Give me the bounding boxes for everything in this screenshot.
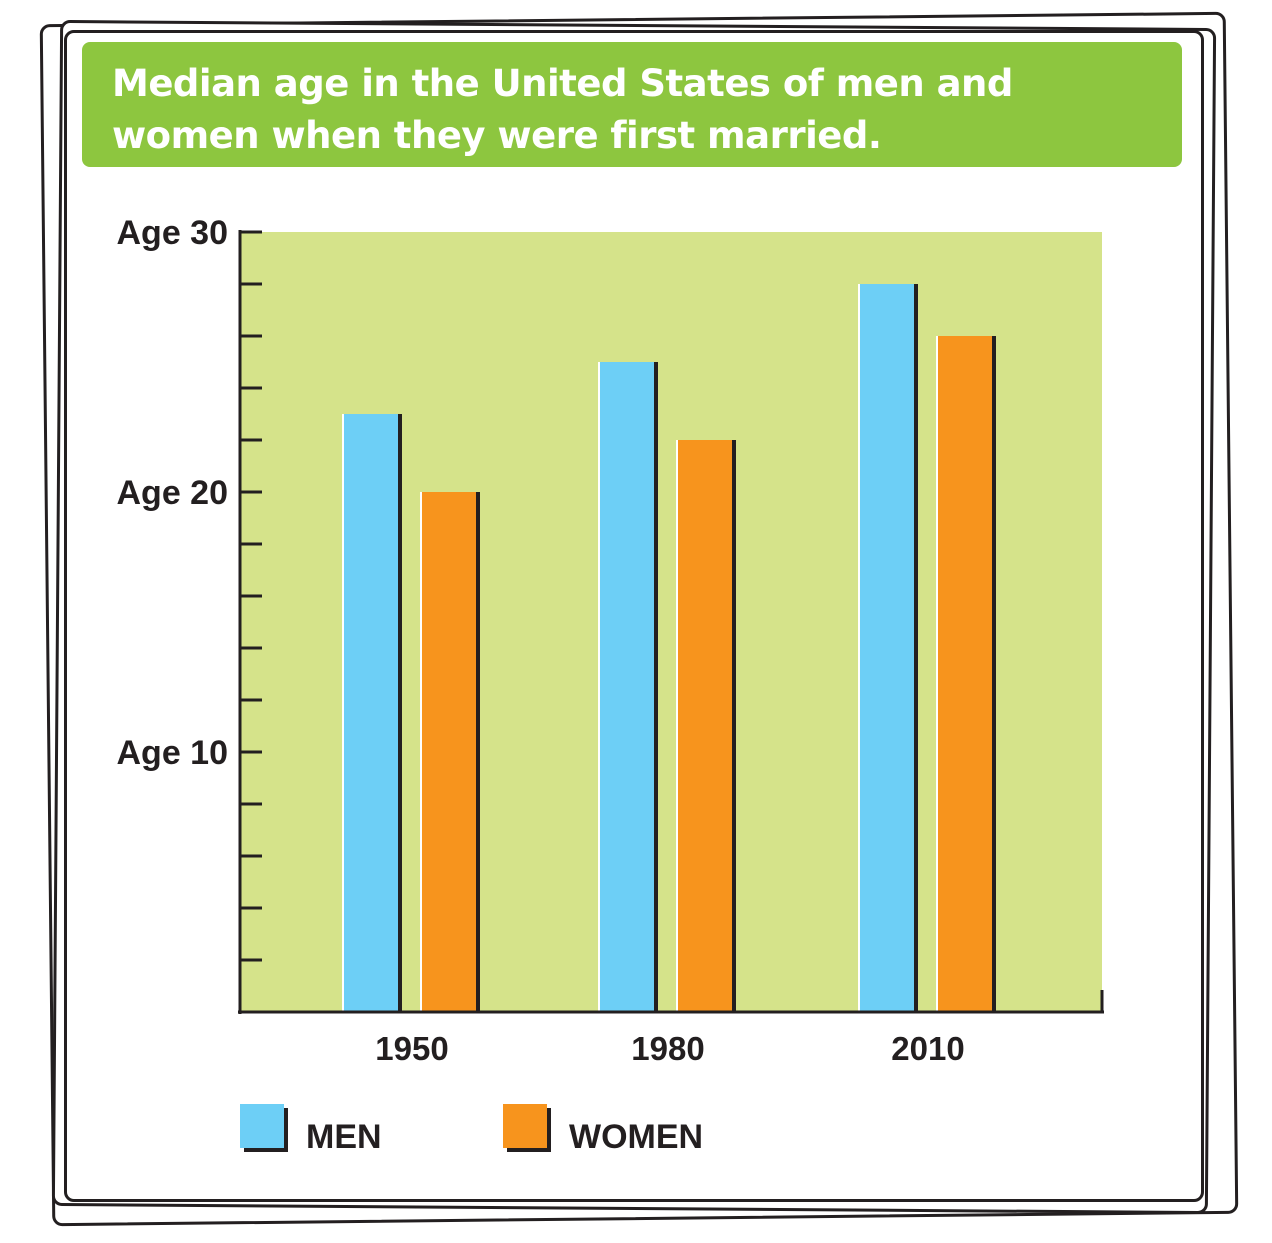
y-tick-label-20: Age 20 [117,474,229,512]
y-tick-label-30: Age 30 [117,214,229,252]
y-tick-label-10: Age 10 [117,734,229,772]
legend-swatch-women [503,1104,547,1148]
bar-shadow-women-1980 [732,440,736,1012]
bar-highlight-men-1950 [342,414,345,1012]
bar-men-1950 [344,414,402,1012]
bar-highlight-men-1980 [598,362,601,1012]
bar-men-1980 [600,362,658,1012]
bar-shadow-women-1950 [476,492,480,1012]
bar-women-1980 [678,440,736,1012]
legend-label-women: WOMEN [569,1118,703,1156]
bar-women-2010 [938,336,996,1012]
x-tick-label-1950: 1950 [375,1030,448,1067]
bar-women-1950 [422,492,480,1012]
bar-highlight-women-1980 [676,440,679,1012]
bar-shadow-men-1980 [654,362,658,1012]
legend-swatch-men [240,1104,284,1148]
legend-label-men: MEN [306,1118,382,1156]
bar-shadow-men-1950 [398,414,402,1012]
bar-men-2010 [860,284,918,1012]
bar-highlight-women-2010 [936,336,939,1012]
bar-highlight-men-2010 [858,284,861,1012]
title-banner: Median age in the United States of men a… [82,42,1182,167]
bar-shadow-women-2010 [992,336,996,1012]
x-tick-label-1980: 1980 [631,1030,704,1067]
chart-title: Median age in the United States of men a… [112,62,1013,157]
x-tick-label-2010: 2010 [891,1030,964,1067]
bar-highlight-women-1950 [420,492,423,1012]
bar-shadow-men-2010 [914,284,918,1012]
